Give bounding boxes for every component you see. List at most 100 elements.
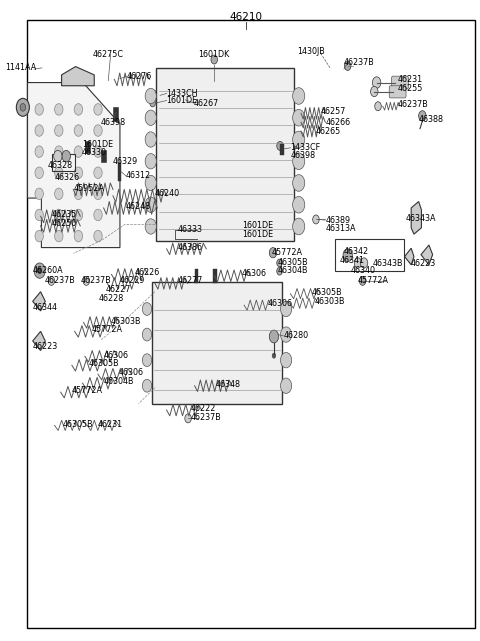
Bar [52, 154, 75, 172]
Text: 46306: 46306 [103, 351, 128, 360]
Text: 45772A: 45772A [272, 247, 302, 256]
Circle shape [35, 230, 43, 242]
Text: 1433CF: 1433CF [290, 144, 321, 153]
Circle shape [145, 132, 156, 147]
Polygon shape [61, 67, 94, 86]
Text: 46248: 46248 [126, 201, 151, 210]
Bar [156, 68, 294, 240]
Circle shape [145, 197, 156, 212]
Circle shape [62, 151, 71, 162]
Text: 46257: 46257 [321, 108, 346, 117]
Text: 46312: 46312 [126, 171, 151, 181]
Circle shape [74, 209, 83, 221]
Polygon shape [421, 245, 432, 265]
Circle shape [34, 263, 45, 278]
Text: 46222: 46222 [191, 404, 216, 413]
Circle shape [280, 378, 292, 394]
Circle shape [152, 91, 158, 100]
Bar [280, 144, 284, 156]
Text: 46237B: 46237B [191, 413, 221, 422]
Circle shape [35, 188, 43, 199]
Circle shape [145, 219, 156, 234]
Bar [85, 142, 90, 153]
Text: 46304B: 46304B [103, 378, 133, 387]
Text: 46237B: 46237B [80, 276, 111, 285]
Circle shape [94, 104, 102, 115]
Text: 46228: 46228 [99, 294, 124, 303]
Bar [113, 107, 118, 121]
Text: 46223: 46223 [411, 259, 436, 268]
Circle shape [74, 188, 83, 199]
Circle shape [74, 125, 83, 137]
Circle shape [293, 131, 305, 148]
Circle shape [293, 196, 305, 213]
Circle shape [94, 167, 102, 178]
Text: 46210: 46210 [229, 12, 263, 22]
Circle shape [20, 103, 25, 111]
FancyBboxPatch shape [389, 86, 406, 98]
Circle shape [55, 146, 63, 158]
Text: 1433CH: 1433CH [167, 89, 198, 98]
Text: 45772A: 45772A [72, 387, 103, 395]
Text: 45952A: 45952A [74, 183, 105, 192]
Text: 46343B: 46343B [373, 259, 403, 268]
Text: 1601DK: 1601DK [198, 50, 229, 59]
Text: 46388: 46388 [419, 115, 444, 124]
Text: 1601DE: 1601DE [82, 140, 113, 149]
Text: 46277: 46277 [177, 276, 203, 285]
Text: 46260A: 46260A [33, 266, 63, 275]
Text: 46330: 46330 [82, 148, 107, 157]
Text: 46341: 46341 [339, 256, 364, 265]
Bar [213, 269, 217, 283]
Text: 46306: 46306 [268, 299, 293, 308]
Circle shape [277, 259, 282, 267]
Circle shape [143, 354, 152, 367]
Circle shape [74, 230, 83, 242]
Circle shape [185, 414, 192, 423]
Circle shape [55, 167, 63, 178]
Text: 46386: 46386 [178, 243, 203, 252]
Text: 46237B: 46237B [44, 276, 75, 285]
Text: 46305B: 46305B [63, 420, 94, 429]
Circle shape [293, 153, 305, 170]
Circle shape [55, 209, 63, 221]
Polygon shape [33, 292, 45, 311]
Circle shape [94, 146, 102, 158]
Circle shape [55, 125, 63, 137]
Circle shape [35, 209, 43, 221]
Text: 46305B: 46305B [88, 360, 119, 369]
Text: 46280: 46280 [283, 331, 309, 340]
Text: 46255: 46255 [397, 84, 423, 93]
Circle shape [372, 77, 381, 88]
Circle shape [419, 111, 426, 121]
Text: 46250: 46250 [51, 219, 77, 228]
Text: 46326: 46326 [55, 172, 80, 182]
Bar [152, 282, 282, 404]
Text: 1141AA: 1141AA [6, 63, 37, 72]
Circle shape [280, 301, 292, 317]
Text: 46237B: 46237B [397, 100, 428, 109]
Text: 46342: 46342 [344, 247, 369, 256]
Text: 46313A: 46313A [325, 224, 356, 233]
Text: 46340: 46340 [350, 266, 375, 275]
Circle shape [94, 209, 102, 221]
Text: 46231: 46231 [397, 75, 423, 84]
Circle shape [35, 167, 43, 178]
Circle shape [74, 146, 83, 158]
Circle shape [145, 154, 156, 169]
Circle shape [371, 87, 378, 97]
Circle shape [94, 188, 102, 199]
Text: 46389: 46389 [325, 215, 350, 224]
Circle shape [55, 230, 63, 242]
Text: 46343A: 46343A [406, 213, 436, 222]
Circle shape [375, 102, 381, 111]
Circle shape [293, 110, 305, 126]
Circle shape [293, 88, 305, 104]
Text: 46398: 46398 [290, 151, 315, 160]
Text: 46240: 46240 [155, 189, 180, 198]
Polygon shape [33, 331, 45, 351]
Circle shape [269, 330, 278, 343]
Circle shape [94, 230, 102, 242]
Text: 1430JB: 1430JB [298, 47, 325, 56]
Circle shape [16, 98, 29, 116]
